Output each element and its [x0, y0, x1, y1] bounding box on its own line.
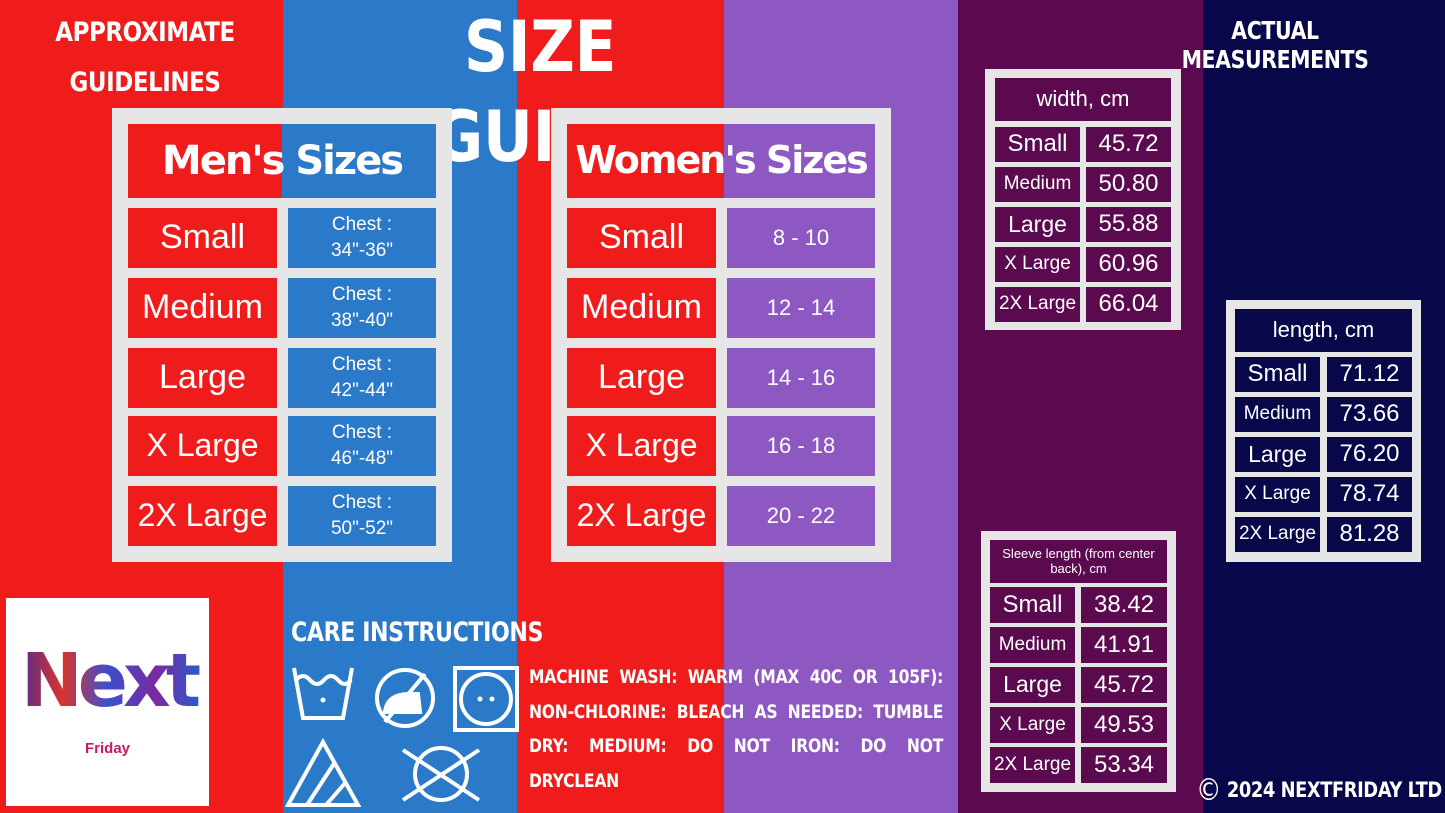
mens-size-cell: Large: [128, 348, 277, 408]
mens-size-cell: Small: [128, 208, 277, 268]
mens-value-cell: Chest : 42"-44": [288, 348, 436, 408]
womens-size-cell: X Large: [567, 416, 716, 476]
sleeve-value-cell: 41.91: [1081, 627, 1167, 663]
mens-value-line2: 34"-36": [330, 240, 394, 261]
width-size-cell: Medium: [995, 167, 1080, 202]
mens-size-cell: Medium: [128, 278, 277, 338]
length-value-cell: 78.74: [1327, 477, 1412, 512]
mens-value-cell: Chest : 34"-36": [288, 208, 436, 268]
womens-value-cell: 16 - 18: [727, 416, 875, 476]
bleach-allowed-icon: [285, 737, 362, 807]
logo-word: Next: [16, 638, 201, 724]
mens-value-line1: Chest :: [331, 284, 393, 306]
mens-value-line1: Chest :: [331, 492, 393, 514]
sleeve-size-cell: Medium: [990, 627, 1075, 663]
approx-note: APPROXIMATE GUIDELINES: [47, 8, 243, 108]
width-value-cell: 66.04: [1086, 287, 1171, 322]
copyright-icon: ©: [1196, 773, 1222, 808]
mens-value-line2: 38"-40": [330, 310, 394, 331]
mens-table-title: Men's Sizes: [128, 124, 436, 198]
width-size-cell: Small: [995, 127, 1080, 162]
mens-value-cell: Chest : 50"-52": [288, 486, 436, 546]
length-size-cell: Small: [1235, 357, 1320, 392]
womens-size-cell: 2X Large: [567, 486, 716, 546]
womens-value-cell: 12 - 14: [727, 278, 875, 338]
length-value-cell: 71.12: [1327, 357, 1412, 392]
womens-value-cell: 8 - 10: [727, 208, 875, 268]
mens-size-cell: 2X Large: [128, 486, 277, 546]
width-size-cell: 2X Large: [995, 287, 1080, 322]
sleeve-table-title: Sleeve length (from center back), cm: [990, 540, 1167, 583]
logo-sub: Friday: [84, 740, 130, 757]
tumble-dry-medium-icon: [453, 666, 519, 732]
womens-size-cell: Medium: [567, 278, 716, 338]
wash-warm-icon: [292, 667, 354, 720]
width-table-title: width, cm: [995, 78, 1171, 121]
sleeve-value-cell: 53.34: [1081, 747, 1167, 783]
mens-value-line1: Chest :: [331, 354, 393, 376]
sleeve-size-cell: 2X Large: [990, 747, 1075, 783]
womens-value-cell: 20 - 22: [727, 486, 875, 546]
womens-table-title: Women's Sizes: [567, 124, 875, 198]
womens-size-cell: Small: [567, 208, 716, 268]
length-value-cell: 81.28: [1327, 517, 1412, 552]
copyright: © 2024 NEXTFRIDAY LTD: [1196, 773, 1442, 808]
sleeve-size-cell: X Large: [990, 707, 1075, 743]
copyright-text: 2024 NEXTFRIDAY LTD: [1226, 778, 1442, 802]
width-value-cell: 50.80: [1086, 167, 1171, 202]
care-title: CARE INSTRUCTIONS: [291, 617, 544, 648]
mens-value-line2: 42"-44": [330, 380, 394, 401]
sleeve-value-cell: 45.72: [1081, 667, 1167, 703]
do-not-dryclean-icon: [401, 746, 481, 802]
length-value-cell: 76.20: [1327, 437, 1412, 472]
do-not-iron-icon: [375, 668, 435, 728]
mens-value-cell: Chest : 38"-40": [288, 278, 436, 338]
width-size-cell: Large: [995, 207, 1080, 242]
approx-line2: GUIDELINES: [69, 67, 221, 98]
width-value-cell: 55.88: [1086, 207, 1171, 242]
length-table-title: length, cm: [1235, 309, 1412, 352]
nextfriday-logo: Next Friday: [6, 598, 209, 806]
womens-size-cell: Large: [567, 348, 716, 408]
sleeve-size-cell: Small: [990, 587, 1075, 623]
width-value-cell: 45.72: [1086, 127, 1171, 162]
width-value-cell: 60.96: [1086, 247, 1171, 282]
care-instructions-text: MACHINE WASH: WARM (MAX 40C OR 105F): NO…: [529, 666, 944, 792]
mens-value-line2: 50"-52": [330, 518, 394, 539]
mens-value-line1: Chest :: [331, 214, 393, 236]
width-size-cell: X Large: [995, 247, 1080, 282]
sleeve-size-cell: Large: [990, 667, 1075, 703]
approx-line1: APPROXIMATE: [55, 17, 235, 48]
mens-value-line2: 46"-48": [330, 448, 394, 469]
length-size-cell: Medium: [1235, 397, 1320, 432]
mens-size-cell: X Large: [128, 416, 277, 476]
sleeve-value-cell: 38.42: [1081, 587, 1167, 623]
actual-measurements-label: ACTUAL MEASUREMENTS: [1181, 16, 1369, 74]
length-size-cell: Large: [1235, 437, 1320, 472]
length-size-cell: 2X Large: [1235, 517, 1320, 552]
womens-value-cell: 14 - 16: [727, 348, 875, 408]
mens-value-cell: Chest : 46"-48": [288, 416, 436, 476]
mens-value-line1: Chest :: [331, 422, 393, 444]
sleeve-value-cell: 49.53: [1081, 707, 1167, 743]
length-value-cell: 73.66: [1327, 397, 1412, 432]
length-size-cell: X Large: [1235, 477, 1320, 512]
